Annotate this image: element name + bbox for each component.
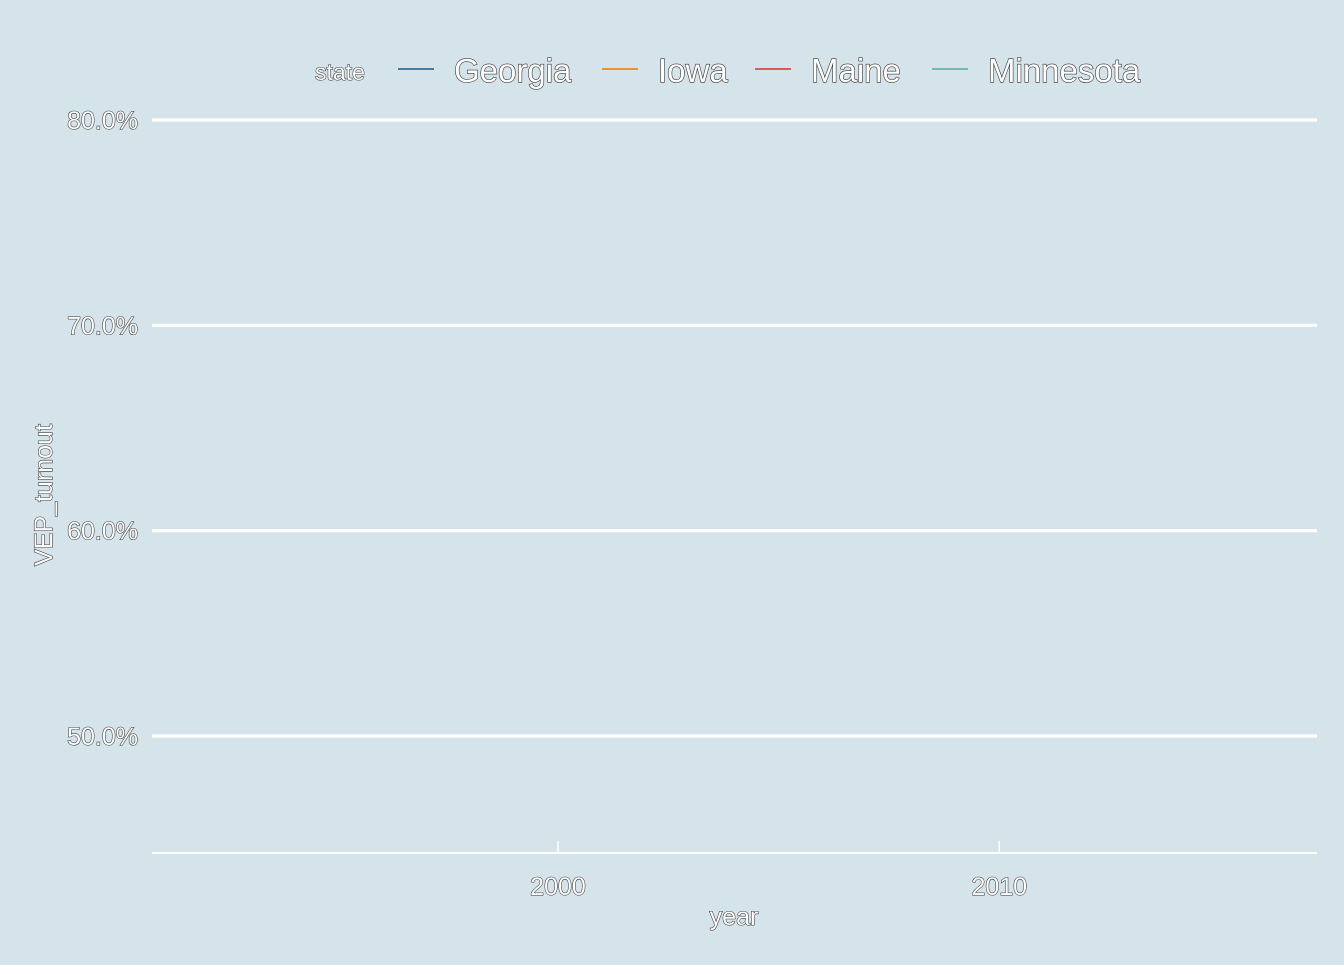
legend: state Georgia Iowa Maine Minnesota <box>314 51 1141 89</box>
x-tick-label: 2000 <box>530 873 586 901</box>
legend-title: state <box>315 59 365 85</box>
x-tick-label: 2010 <box>971 873 1027 901</box>
y-tick-label: 70.0% <box>67 312 138 340</box>
legend-label-minnesota: Minnesota <box>988 52 1141 89</box>
legend-label-iowa: Iowa <box>658 52 728 89</box>
legend-label-georgia: Georgia <box>454 52 572 89</box>
y-axis-ticks: 50.0% 60.0% 70.0% 80.0% <box>67 106 139 751</box>
y-tick-label: 50.0% <box>67 723 138 751</box>
y-axis-title: VEP_turnout <box>30 424 58 566</box>
y-tick-label: 60.0% <box>67 518 138 546</box>
x-axis-title: year <box>710 903 759 931</box>
y-tick-label: 80.0% <box>67 107 138 135</box>
y-gridlines <box>152 118 1317 738</box>
x-axis: 2000 2010 <box>152 841 1317 902</box>
legend-label-maine: Maine <box>811 52 901 89</box>
